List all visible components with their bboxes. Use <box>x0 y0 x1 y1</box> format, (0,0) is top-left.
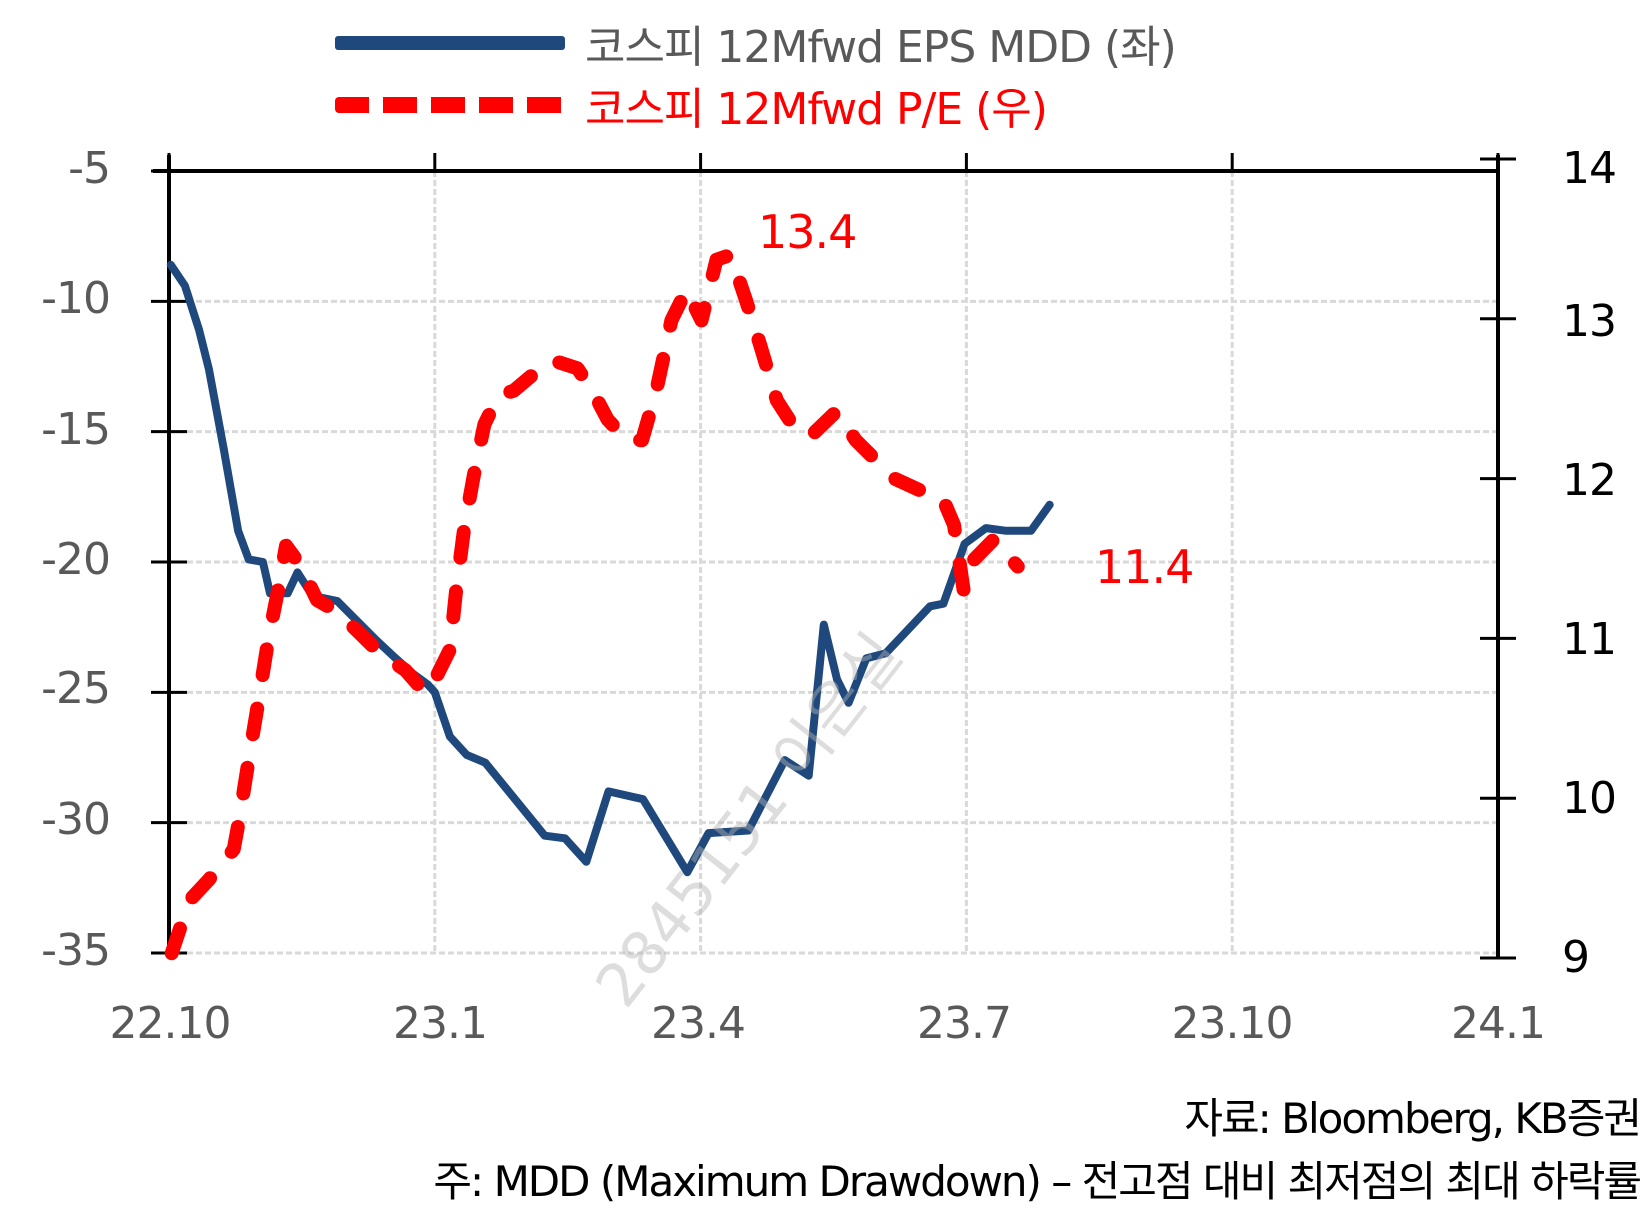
left-tick-label: -30 <box>41 794 111 845</box>
x-tick-label: 24.1 <box>1451 998 1546 1049</box>
right-tick-label: 14 <box>1562 143 1617 194</box>
x-tick-label: 22.10 <box>109 998 232 1049</box>
left-tick-label: -15 <box>41 404 111 455</box>
legend-solid-line-icon <box>335 36 565 50</box>
left-tick-label: -35 <box>41 925 111 976</box>
right-tick-label: 12 <box>1562 455 1617 506</box>
left-tick-label: -10 <box>41 273 111 324</box>
right-tick-label: 10 <box>1562 773 1617 824</box>
right-tick-label: 13 <box>1562 296 1617 347</box>
left-tick-label: -25 <box>41 663 111 714</box>
left-tick-label: -20 <box>41 534 111 585</box>
x-tick-label: 23.4 <box>651 998 746 1049</box>
right-tick-label: 9 <box>1562 932 1590 983</box>
x-tick-label: 23.1 <box>393 998 488 1049</box>
legend-item-pe: 코스피 12Mfwd P/E (우) <box>335 74 1176 136</box>
eps-mdd-line <box>166 260 1054 877</box>
legend-label-pe: 코스피 12Mfwd P/E (우) <box>585 84 1048 135</box>
latest-value-label: 11.4 <box>1095 540 1194 594</box>
left-tick-label: -5 <box>68 143 111 194</box>
source-note: 자료: Bloomberg, KB증권 <box>1184 1094 1642 1143</box>
legend-item-eps-mdd: 코스피 12Mfwd EPS MDD (좌) <box>335 12 1177 74</box>
x-tick-label: 23.7 <box>917 998 1012 1049</box>
definition-note: 주: MDD (Maximum Drawdown) – 전고점 대비 최저점의 … <box>433 1157 1642 1206</box>
peak-value-label: 13.4 <box>758 205 857 259</box>
right-tick-label: 11 <box>1562 614 1617 665</box>
legend-dashed-line-icon <box>335 97 565 113</box>
pe-dashed-line <box>164 247 1025 961</box>
x-tick-label: 23.10 <box>1171 998 1294 1049</box>
legend-label-eps-mdd: 코스피 12Mfwd EPS MDD (좌) <box>585 22 1177 73</box>
legend: 코스피 12Mfwd EPS MDD (좌) 코스피 12Mfwd P/E (우… <box>335 12 1177 136</box>
